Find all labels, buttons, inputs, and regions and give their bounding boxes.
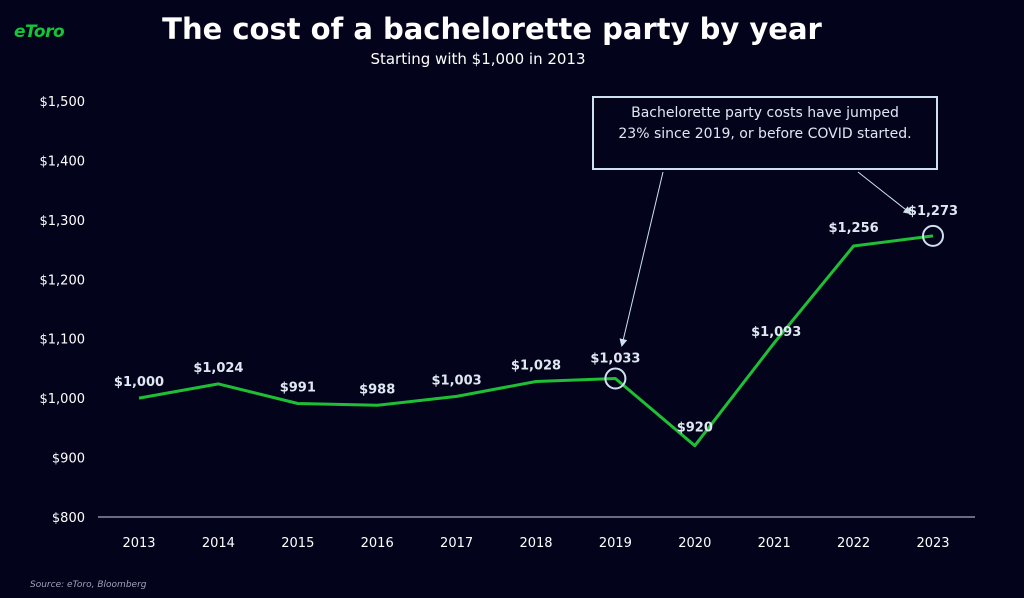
chart-title: The cost of a bachelorette party by year bbox=[162, 12, 822, 46]
x-axis: 2013 2014 2015 2016 2017 2018 2019 2020 2021 2022… bbox=[122, 536, 949, 551]
data-label-2019: $1,033 bbox=[590, 352, 640, 367]
y-tick-label: $800 bbox=[52, 511, 85, 526]
data-label-2017: $1,003 bbox=[432, 373, 482, 388]
annotation-callout: Bachelorette party costs have jumped 23%… bbox=[592, 96, 938, 170]
x-tick-label: 2017 bbox=[440, 536, 473, 551]
x-tick-label: 2015 bbox=[281, 536, 314, 551]
etoro-logo: eToro bbox=[14, 22, 65, 42]
x-tick-label: 2014 bbox=[202, 536, 235, 551]
chart-subtitle: Starting with $1,000 in 2013 bbox=[370, 50, 586, 68]
highlight-point-2019 bbox=[604, 367, 627, 390]
callout-arrow-2019 bbox=[619, 171, 664, 347]
x-tick-label: 2022 bbox=[837, 536, 870, 551]
highlight-point-2023 bbox=[922, 224, 944, 247]
y-tick-label: $1,100 bbox=[40, 333, 86, 348]
x-tick-label: 2023 bbox=[916, 536, 949, 551]
x-tick-label: 2018 bbox=[519, 536, 552, 551]
y-tick-label: $1,500 bbox=[40, 95, 86, 110]
y-tick-label: $1,000 bbox=[40, 392, 86, 407]
data-label-2015: $991 bbox=[280, 380, 316, 395]
x-tick-label: 2020 bbox=[678, 536, 711, 551]
y-tick-label: $1,400 bbox=[40, 154, 86, 169]
x-tick-label: 2019 bbox=[599, 536, 632, 551]
data-label-2016: $988 bbox=[359, 382, 395, 397]
data-label-2014: $1,024 bbox=[193, 361, 243, 376]
y-tick-label: $1,200 bbox=[40, 273, 86, 288]
x-tick-label: 2016 bbox=[361, 536, 394, 551]
data-label-2023: $1,273 bbox=[908, 204, 958, 219]
data-label-2018: $1,028 bbox=[511, 359, 561, 374]
y-tick-label: $1,300 bbox=[40, 214, 86, 229]
x-tick-label: 2013 bbox=[122, 536, 155, 551]
y-tick-label: $900 bbox=[52, 452, 85, 467]
data-label-2021: $1,093 bbox=[751, 325, 801, 340]
callout-arrow-2023 bbox=[857, 171, 912, 215]
x-tick-label: 2021 bbox=[758, 536, 791, 551]
data-label-2022: $1,256 bbox=[829, 221, 879, 236]
data-label-2013: $1,000 bbox=[114, 375, 164, 390]
data-label-2020: $920 bbox=[677, 421, 713, 436]
series-line bbox=[138, 234, 934, 448]
data-labels: $1,000 $1,024 $991 $988 $1,003 $1,028 $1,033 $9… bbox=[114, 204, 958, 436]
source-note: Source: eToro, Bloomberg bbox=[30, 580, 147, 590]
y-axis: $800 $900 $1,000 $1,100 $1,200 $1,300 $1,400 $1… bbox=[40, 95, 86, 526]
data-points bbox=[604, 224, 944, 390]
